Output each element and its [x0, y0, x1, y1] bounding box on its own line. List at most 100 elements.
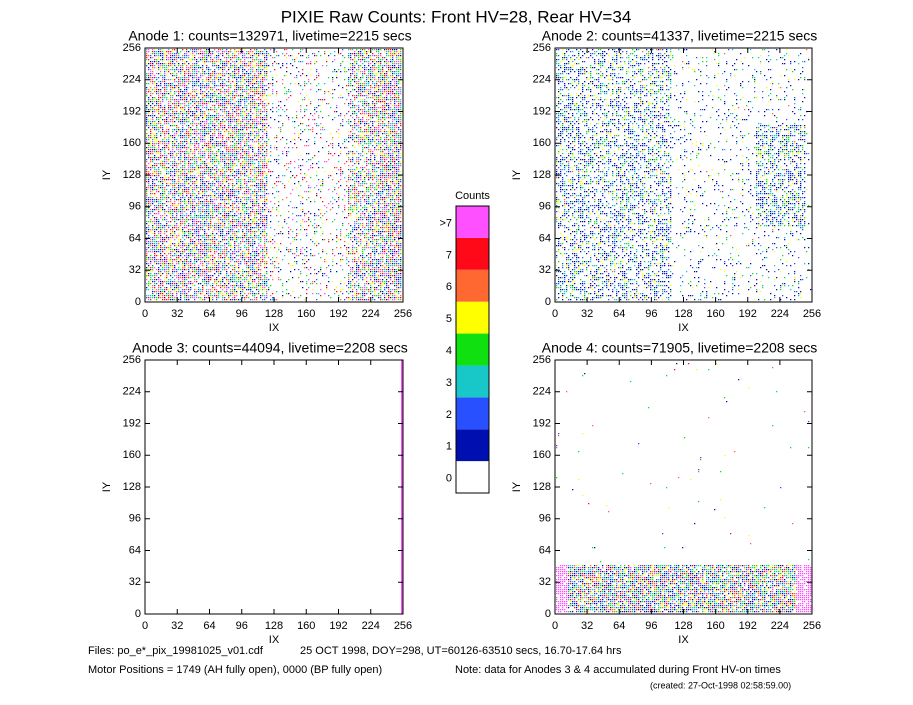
y-tick-label: 128 [123, 169, 141, 181]
x-tick-label: 64 [613, 620, 625, 632]
colorbar-cell [456, 333, 489, 366]
x-tick-label: 0 [552, 620, 558, 632]
y-tick-label: 192 [533, 417, 551, 429]
y-tick-label: 0 [135, 296, 141, 308]
count-texture [146, 49, 402, 301]
y-label: IY [511, 481, 523, 492]
y-tick-label: 64 [129, 544, 141, 556]
x-tick-label: 0 [142, 620, 148, 632]
x-tick-label: 64 [613, 308, 625, 320]
y-tick-label: 0 [545, 608, 551, 620]
count-texture [146, 49, 402, 301]
y-tick-label: 96 [129, 201, 141, 213]
y-label: IY [101, 169, 113, 180]
x-tick-label: 128 [674, 308, 692, 320]
y-tick-label: 64 [129, 232, 141, 244]
colorbar-title: Counts [455, 190, 490, 202]
x-tick-label: 224 [362, 308, 380, 320]
footer-date: 25 OCT 1998, DOY=298, UT=60126-63510 sec… [300, 645, 622, 657]
y-tick-label: 224 [533, 74, 551, 86]
count-texture [556, 49, 812, 301]
x-tick-label: 160 [297, 620, 315, 632]
x-tick-label: 224 [362, 620, 380, 632]
x-tick-label: 192 [329, 620, 347, 632]
y-tick-label: 256 [533, 354, 551, 366]
x-label: IX [269, 322, 280, 334]
x-tick-label: 32 [171, 620, 183, 632]
x-tick-label: 32 [171, 308, 183, 320]
y-tick-label: 96 [539, 201, 551, 213]
y-label: IY [101, 481, 113, 492]
y-tick-label: 256 [123, 354, 141, 366]
colorbar-cell [456, 237, 489, 270]
plot-frame [554, 47, 813, 303]
x-label: IX [269, 634, 280, 646]
x-tick-label: 96 [645, 620, 657, 632]
panel-title: Anode 4: counts=71905, livetime=2208 sec… [542, 340, 818, 356]
count-texture [146, 49, 402, 301]
colorbar-cell [456, 206, 489, 238]
x-tick-label: 32 [581, 620, 593, 632]
count-texture [556, 49, 808, 301]
x-tick-label: 256 [394, 620, 412, 632]
panel-title: Anode 1: counts=132971, livetime=2215 se… [128, 28, 411, 44]
x-tick-label: 192 [739, 308, 757, 320]
x-tick-label: 0 [142, 308, 148, 320]
count-texture [146, 49, 402, 301]
y-tick-label: 64 [539, 232, 551, 244]
y-tick-label: 96 [129, 513, 141, 525]
y-tick-label: 32 [129, 264, 141, 276]
colorbar-label: 5 [446, 313, 452, 325]
count-texture [556, 49, 810, 301]
count-texture [146, 49, 402, 301]
x-tick-label: 224 [771, 620, 789, 632]
count-texture [568, 363, 794, 613]
y-tick-label: 32 [539, 264, 551, 276]
colorbar-cell [456, 429, 489, 462]
colorbar-cell [456, 269, 489, 302]
x-tick-label: 0 [552, 308, 558, 320]
colorbar-label: 6 [446, 281, 452, 293]
x-tick-label: 256 [394, 308, 412, 320]
y-tick-label: 160 [533, 449, 551, 461]
y-tick-label: 128 [533, 481, 551, 493]
colorbar-cell [456, 301, 489, 334]
footer-note: Note: data for Anodes 3 & 4 accumulated … [455, 664, 781, 676]
y-tick-label: 160 [533, 137, 551, 149]
count-texture [556, 375, 810, 613]
colorbar-cell [456, 397, 489, 430]
y-tick-label: 32 [539, 576, 551, 588]
colorbar-label: >7 [439, 217, 452, 229]
y-label: IY [511, 169, 523, 180]
x-tick-label: 96 [645, 308, 657, 320]
x-tick-label: 64 [203, 620, 215, 632]
y-tick-label: 160 [123, 449, 141, 461]
y-tick-label: 192 [123, 105, 141, 117]
x-tick-label: 256 [803, 308, 821, 320]
y-tick-label: 160 [123, 137, 141, 149]
x-label: IX [678, 634, 689, 646]
count-texture [556, 49, 810, 301]
plot-frame [144, 359, 404, 615]
count-texture [570, 363, 796, 613]
y-tick-label: 256 [533, 42, 551, 54]
colorbar-label: 0 [446, 473, 452, 485]
count-texture [556, 49, 808, 301]
y-tick-label: 256 [123, 42, 141, 54]
plot-frame [554, 359, 813, 615]
y-tick-label: 64 [539, 544, 551, 556]
x-tick-label: 224 [771, 308, 789, 320]
main-title: PIXIE Raw Counts: Front HV=28, Rear HV=3… [281, 7, 632, 26]
x-tick-label: 192 [739, 620, 757, 632]
x-tick-label: 128 [265, 308, 283, 320]
x-tick-label: 160 [706, 308, 724, 320]
colorbar-label: 3 [446, 377, 452, 389]
colorbar-frame [455, 205, 490, 494]
colorbar-label: 1 [446, 441, 452, 453]
x-tick-label: 128 [674, 620, 692, 632]
y-tick-label: 96 [539, 513, 551, 525]
x-tick-label: 128 [265, 620, 283, 632]
x-tick-label: 256 [803, 620, 821, 632]
y-tick-label: 0 [545, 296, 551, 308]
